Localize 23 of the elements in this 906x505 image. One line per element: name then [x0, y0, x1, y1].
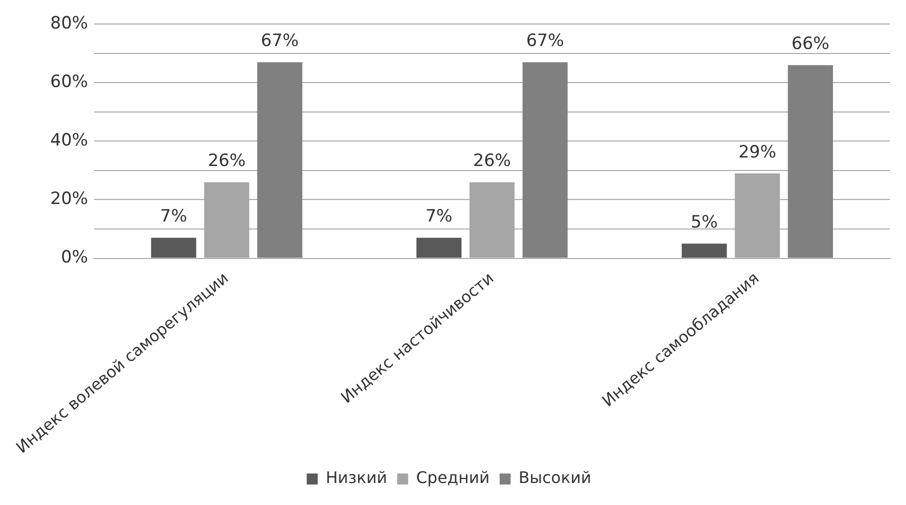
y-tick-label: 20% — [50, 189, 88, 210]
data-label: 26% — [208, 151, 246, 172]
bar — [151, 238, 196, 258]
legend-label: Средний — [416, 468, 490, 488]
bar — [257, 62, 302, 258]
y-tick-label: 40% — [50, 130, 88, 151]
data-label: 29% — [738, 142, 776, 162]
data-label: 67% — [526, 31, 564, 52]
bar — [788, 65, 833, 258]
data-label: 5% — [690, 212, 718, 233]
legend-label: Высокий — [518, 468, 592, 488]
data-label: 7% — [425, 206, 452, 227]
bar — [522, 62, 568, 258]
data-label: 26% — [473, 151, 511, 172]
data-label: 7% — [160, 206, 188, 227]
data-label: 67% — [260, 31, 299, 52]
y-tick-label: 0% — [61, 248, 88, 268]
bar — [682, 244, 727, 258]
legend-label: Низкий — [326, 468, 388, 488]
y-tick-label: 60% — [50, 72, 88, 92]
bar — [416, 238, 462, 258]
data-label: 66% — [792, 34, 830, 54]
y-tick-label: 80% — [50, 14, 88, 34]
